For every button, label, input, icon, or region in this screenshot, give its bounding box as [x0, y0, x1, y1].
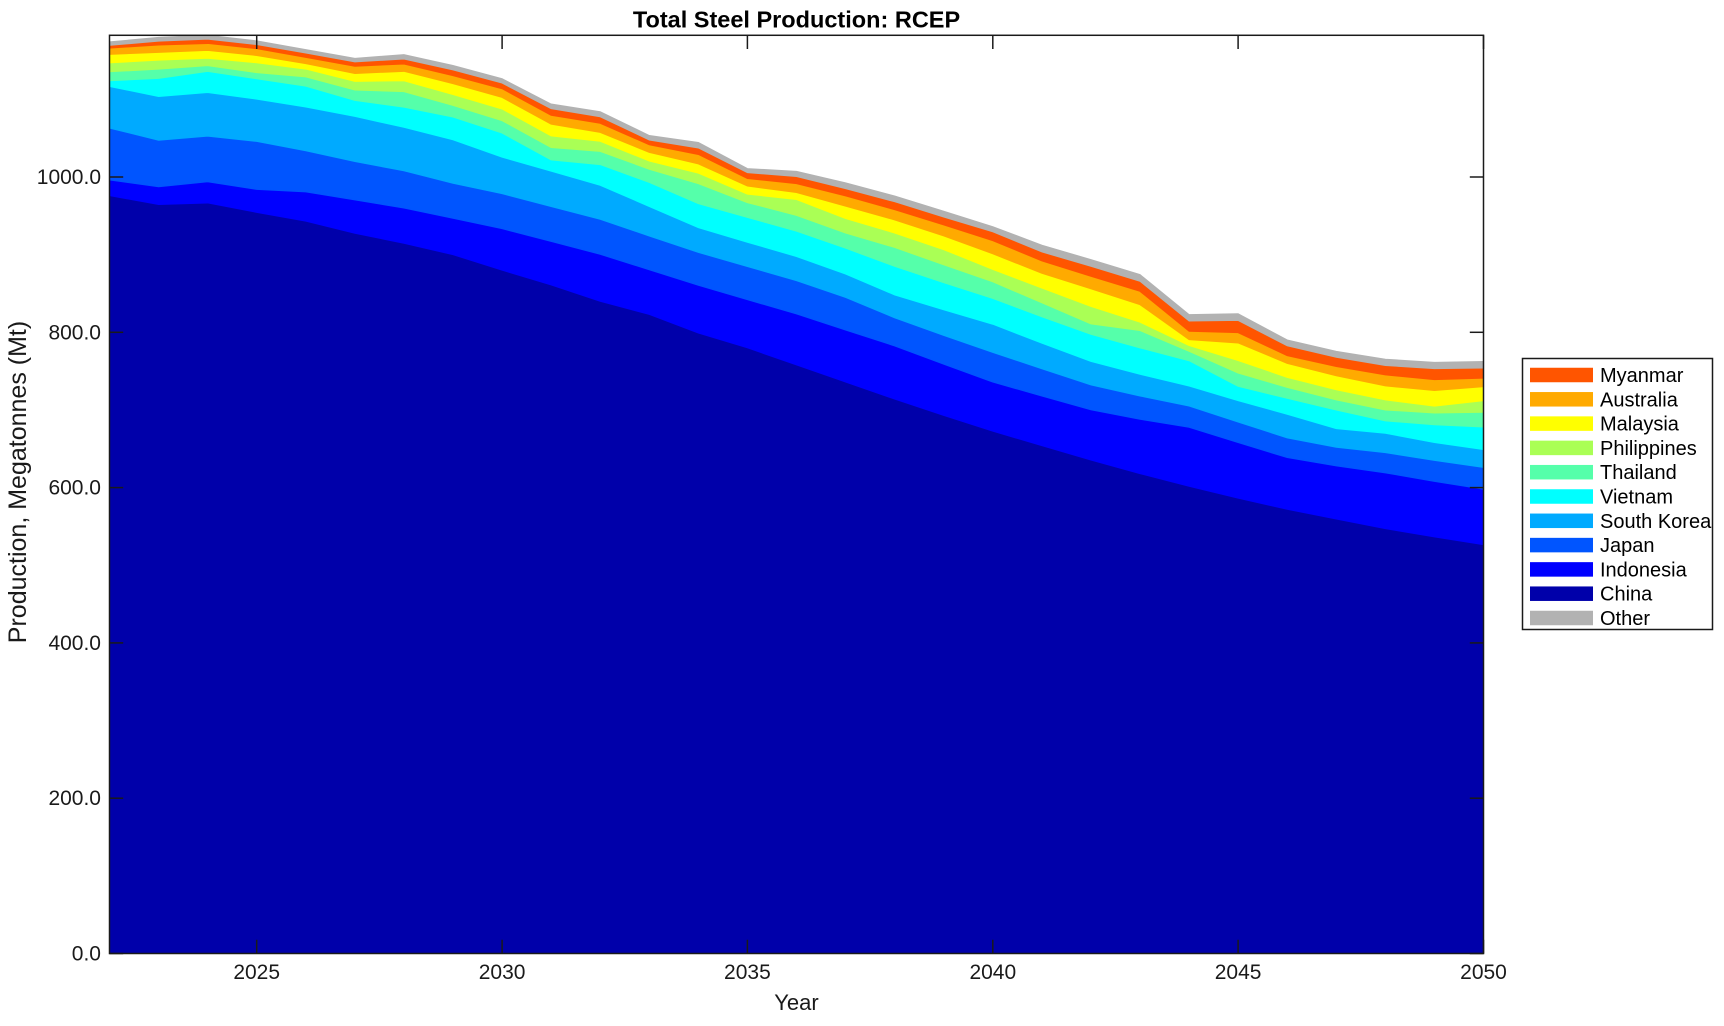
svg-text:800.0: 800.0: [48, 321, 101, 344]
svg-text:2030: 2030: [479, 961, 526, 984]
svg-text:South Korea: South Korea: [1600, 511, 1712, 533]
svg-text:2050: 2050: [1460, 961, 1507, 984]
svg-text:0.0: 0.0: [72, 943, 101, 966]
svg-text:2045: 2045: [1215, 961, 1262, 984]
svg-text:Year: Year: [774, 990, 818, 1015]
svg-text:China: China: [1600, 584, 1653, 606]
svg-text:Total Steel Production: RCEP: Total Steel Production: RCEP: [633, 7, 960, 33]
svg-text:2040: 2040: [969, 961, 1016, 984]
svg-text:Other: Other: [1600, 608, 1650, 630]
svg-text:Philippines: Philippines: [1600, 438, 1697, 460]
svg-text:400.0: 400.0: [48, 632, 101, 655]
svg-text:2035: 2035: [724, 961, 771, 984]
svg-text:Thailand: Thailand: [1600, 462, 1677, 484]
svg-text:Australia: Australia: [1600, 389, 1679, 411]
svg-text:200.0: 200.0: [48, 787, 101, 810]
svg-text:Production, Megatonnes (Mt): Production, Megatonnes (Mt): [4, 321, 32, 643]
svg-text:Myanmar: Myanmar: [1600, 365, 1684, 387]
svg-text:Vietnam: Vietnam: [1600, 487, 1673, 509]
svg-text:2025: 2025: [233, 961, 280, 984]
svg-text:Japan: Japan: [1600, 535, 1655, 557]
svg-text:1000.0: 1000.0: [37, 166, 101, 189]
svg-text:Malaysia: Malaysia: [1600, 414, 1680, 436]
svg-text:Indonesia: Indonesia: [1600, 559, 1688, 581]
svg-text:600.0: 600.0: [48, 477, 101, 500]
